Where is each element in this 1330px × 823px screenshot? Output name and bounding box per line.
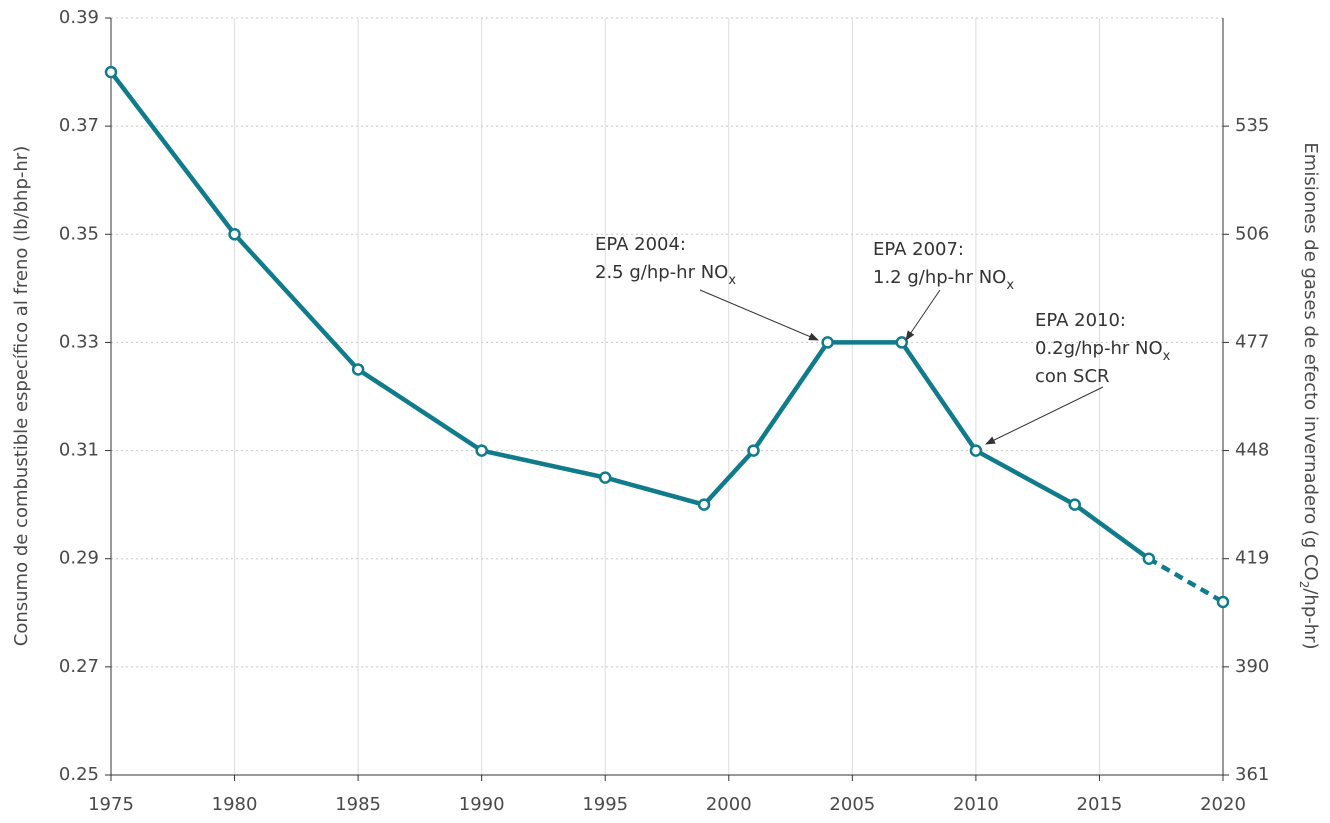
y2-label-sub: 2 (1298, 581, 1312, 589)
y-tick-label: 0.25 (59, 764, 99, 785)
y2-tick-label: 535 (1235, 115, 1269, 136)
annotation-arrow (699, 289, 819, 341)
data-point (697, 498, 711, 511)
data-point (228, 228, 241, 241)
y2-label-part: /hp-hr) (1300, 588, 1321, 649)
data-line (109, 70, 1151, 561)
x-tick-label: 1995 (582, 794, 628, 815)
annotation-line: EPA 2010: (1035, 310, 1126, 331)
annotation-sub: x (728, 273, 736, 288)
x-tick-label: 1990 (459, 794, 505, 815)
annotation-line: con SCR (1035, 366, 1110, 387)
data-point (1142, 552, 1156, 565)
y2-tick-label: 506 (1235, 223, 1269, 244)
annotation-line: 1.2 g/hp-hr NO (873, 267, 1006, 288)
annotation-line: 0.2g/hp-hr NO (1035, 338, 1163, 359)
y2-tick-label: 448 (1235, 440, 1269, 461)
y2-tick-label: 477 (1235, 331, 1269, 352)
x-tick-label: 1980 (212, 794, 258, 815)
data-point (1068, 498, 1081, 511)
annotation-line: 2.5 g/hp-hr NO (595, 262, 728, 283)
annotation-line: EPA 2004: (595, 234, 686, 255)
y-tick-label: 0.29 (59, 548, 99, 569)
y2-tick-label: 390 (1235, 656, 1269, 677)
data-point (104, 65, 118, 79)
y-tick-label: 0.27 (59, 656, 99, 677)
x-tick-label: 2005 (829, 794, 875, 815)
annotation-sub: x (1163, 349, 1171, 364)
annotation: EPA 2004: 2.5 g/hp-hr NOx (595, 234, 736, 288)
y-tick-label: 0.39 (59, 7, 99, 28)
data-point (598, 471, 612, 484)
annotation-arrow (905, 289, 941, 341)
annotation-sub: x (1006, 278, 1014, 293)
y2-tick-label: 419 (1235, 548, 1269, 569)
data-point (895, 336, 909, 349)
y-axis-label: Consumo de combustible específico al fre… (11, 146, 32, 646)
data-point (821, 336, 834, 349)
data-point (969, 444, 983, 457)
data-point (351, 363, 365, 376)
projection-line (1147, 556, 1225, 604)
y-tick-label: 0.33 (59, 331, 99, 352)
y-tick-label: 0.35 (59, 223, 99, 244)
x-tick-label: 2010 (953, 794, 999, 815)
x-tick-label: 1985 (335, 794, 381, 815)
data-point (475, 444, 488, 457)
x-tick-label: 2015 (1077, 794, 1123, 815)
y2-label-part: Emisiones de gases de efecto invernadero… (1300, 142, 1321, 580)
annotation: EPA 2007: 1.2 g/hp-hr NOx (873, 239, 1014, 293)
annotation-arrow (985, 386, 1104, 445)
x-tick-label: 1975 (88, 794, 134, 815)
y2-axis-label: Emisiones de gases de efecto invernadero… (1298, 142, 1322, 649)
annotation-line: EPA 2007: (873, 239, 964, 260)
annotation: EPA 2010: 0.2g/hp-hr NOx con SCR (1035, 310, 1171, 387)
x-tick-label: 2000 (706, 794, 752, 815)
y-tick-label: 0.37 (59, 115, 99, 136)
y-tick-label: 0.31 (59, 440, 99, 461)
data-point (747, 444, 760, 457)
data-point (1216, 595, 1230, 609)
x-tick-label: 2020 (1200, 794, 1246, 815)
y2-tick-label: 361 (1235, 764, 1269, 785)
